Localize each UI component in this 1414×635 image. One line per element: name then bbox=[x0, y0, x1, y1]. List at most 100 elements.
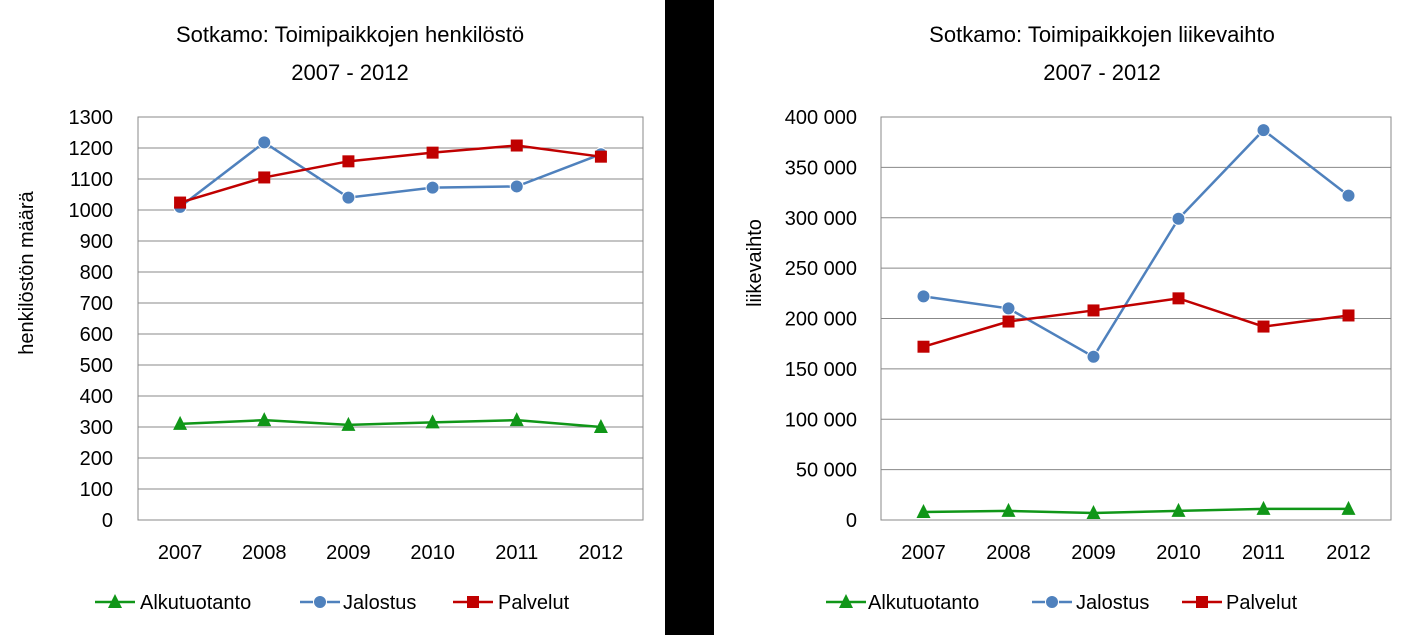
y-tick-label: 700 bbox=[80, 293, 113, 315]
series-jalostus-point bbox=[257, 135, 272, 150]
x-tick-label: 2012 bbox=[1326, 542, 1371, 564]
y-tick-label: 150 000 bbox=[785, 359, 857, 381]
series-alkutuotanto-point bbox=[1256, 500, 1271, 515]
series-palvelut-point bbox=[426, 146, 439, 159]
y-tick-label: 0 bbox=[846, 510, 857, 532]
y-tick-label: 500 bbox=[80, 355, 113, 377]
series-palvelut-line bbox=[179, 144, 602, 204]
series-palvelut-point bbox=[342, 155, 355, 168]
legend-item: Alkutuotanto bbox=[826, 592, 979, 614]
series-alkutuotanto-point bbox=[593, 419, 608, 433]
series-palvelut bbox=[174, 139, 607, 209]
y-tick-label: 100 000 bbox=[785, 409, 857, 431]
y-axis-label: liikevaihto bbox=[744, 219, 766, 307]
series-jalostus-point bbox=[916, 289, 931, 304]
legend-item: Alkutuotanto bbox=[95, 592, 251, 614]
series-palvelut-point bbox=[917, 340, 930, 353]
gridlines bbox=[138, 116, 643, 521]
x-tick-label: 2011 bbox=[495, 542, 538, 564]
series-jalostus-point bbox=[1171, 211, 1186, 226]
series-jalostus-point bbox=[341, 190, 356, 205]
series-jalostus bbox=[916, 123, 1356, 364]
y-axis-ticks: 0 100 200 300 400 500 600 700 800 900 1000 1100 1200… bbox=[69, 107, 114, 532]
x-tick-label: 2010 bbox=[410, 542, 455, 564]
legend-label: Alkutuotanto bbox=[868, 592, 979, 614]
series-alkutuotanto-point bbox=[1341, 500, 1356, 515]
x-tick-label: 2011 bbox=[1242, 542, 1285, 564]
y-tick-label: 50 000 bbox=[796, 460, 857, 482]
series-alkutuotanto-point bbox=[341, 416, 356, 431]
legend-marker bbox=[467, 596, 479, 608]
y-tick-label: 1200 bbox=[69, 138, 114, 160]
y-tick-label: 300 bbox=[80, 417, 113, 439]
y-axis-label: henkilöstön määrä bbox=[16, 190, 38, 354]
series-alkutuotanto-point bbox=[1001, 502, 1016, 517]
legend-label: Palvelut bbox=[498, 592, 570, 614]
y-tick-label: 400 bbox=[80, 386, 113, 408]
x-tick-label: 2007 bbox=[158, 542, 203, 564]
legend-item: Palvelut bbox=[453, 592, 570, 614]
series-alkutuotanto-point bbox=[1171, 502, 1186, 517]
y-tick-label: 1300 bbox=[69, 107, 114, 129]
chart-panel-liikevaihto: Sotkamo: Toimipaikkojen liikevaihto 2007… bbox=[714, 0, 1414, 635]
series-palvelut-point bbox=[510, 139, 523, 152]
chart-henkilosto: Sotkamo: Toimipaikkojen henkilöstö 2007 … bbox=[16, 22, 644, 614]
legend-label: Alkutuotanto bbox=[140, 592, 251, 614]
series-palvelut-point bbox=[258, 171, 271, 184]
x-tick-label: 2010 bbox=[1156, 542, 1201, 564]
plot-area bbox=[137, 116, 644, 521]
legend-label: Jalostus bbox=[343, 592, 416, 614]
series-alkutuotanto-point bbox=[1086, 504, 1101, 519]
series-jalostus-point bbox=[1341, 188, 1356, 203]
series-palvelut-line bbox=[923, 297, 1349, 348]
x-axis-ticks: 2007 2008 2009 2010 2011 2012 bbox=[901, 542, 1371, 564]
y-tick-label: 0 bbox=[102, 510, 113, 532]
series-alkutuotanto bbox=[173, 412, 608, 433]
series-jalostus-line bbox=[179, 140, 602, 208]
y-tick-label: 200 000 bbox=[785, 309, 857, 331]
y-tick-label: 800 bbox=[80, 262, 113, 284]
chart-liikevaihto: Sotkamo: Toimipaikkojen liikevaihto 2007… bbox=[744, 22, 1392, 614]
series-jalostus-point bbox=[425, 180, 440, 195]
x-tick-label: 2008 bbox=[242, 542, 287, 564]
y-tick-label: 350 000 bbox=[785, 157, 857, 179]
gridlines bbox=[881, 116, 1391, 521]
y-tick-label: 100 bbox=[80, 479, 113, 501]
series-jalostus-point bbox=[1001, 301, 1016, 316]
x-tick-label: 2007 bbox=[901, 542, 946, 564]
legend-marker bbox=[108, 594, 122, 608]
plot-area bbox=[880, 116, 1392, 521]
series-alkutuotanto bbox=[916, 500, 1356, 519]
series-jalostus-point bbox=[509, 179, 524, 194]
series-palvelut-point bbox=[1257, 320, 1270, 333]
series-palvelut-point bbox=[1342, 309, 1355, 322]
legend-item: Jalostus bbox=[300, 592, 416, 614]
series-jalostus-line bbox=[923, 128, 1350, 359]
y-axis-ticks: 0 50 000 100 000 150 000 200 000 250 000 300 0… bbox=[785, 107, 857, 532]
series-alkutuotanto-line bbox=[180, 418, 602, 429]
y-tick-label: 400 000 bbox=[785, 107, 857, 129]
x-axis-ticks: 2007 2008 2009 2010 2011 2012 bbox=[158, 542, 623, 564]
y-tick-label: 200 bbox=[80, 448, 113, 470]
legend-marker bbox=[313, 595, 327, 609]
x-tick-label: 2009 bbox=[326, 542, 371, 564]
legend-marker bbox=[1045, 595, 1059, 609]
legend-item: Jalostus bbox=[1032, 592, 1149, 614]
series-palvelut-point bbox=[1002, 315, 1015, 328]
chart-subtitle: 2007 - 2012 bbox=[291, 60, 408, 85]
y-tick-label: 1100 bbox=[70, 169, 113, 191]
legend-label: Jalostus bbox=[1076, 592, 1149, 614]
chart-title: Sotkamo: Toimipaikkojen henkilöstö bbox=[176, 22, 524, 47]
y-tick-label: 250 000 bbox=[785, 258, 857, 280]
series-palvelut-point bbox=[1172, 292, 1185, 305]
series-alkutuotanto-point bbox=[257, 412, 272, 427]
legend-label: Palvelut bbox=[1226, 592, 1298, 614]
series-alkutuotanto-point bbox=[916, 503, 931, 518]
chart-title: Sotkamo: Toimipaikkojen liikevaihto bbox=[929, 22, 1275, 47]
x-tick-label: 2008 bbox=[986, 542, 1031, 564]
legend: Alkutuotanto Jalostus Palvelut bbox=[95, 592, 570, 614]
series-palvelut-point bbox=[174, 196, 187, 209]
series-alkutuotanto-line bbox=[923, 507, 1349, 515]
chart-subtitle: 2007 - 2012 bbox=[1043, 60, 1160, 85]
legend-marker bbox=[1196, 596, 1208, 608]
